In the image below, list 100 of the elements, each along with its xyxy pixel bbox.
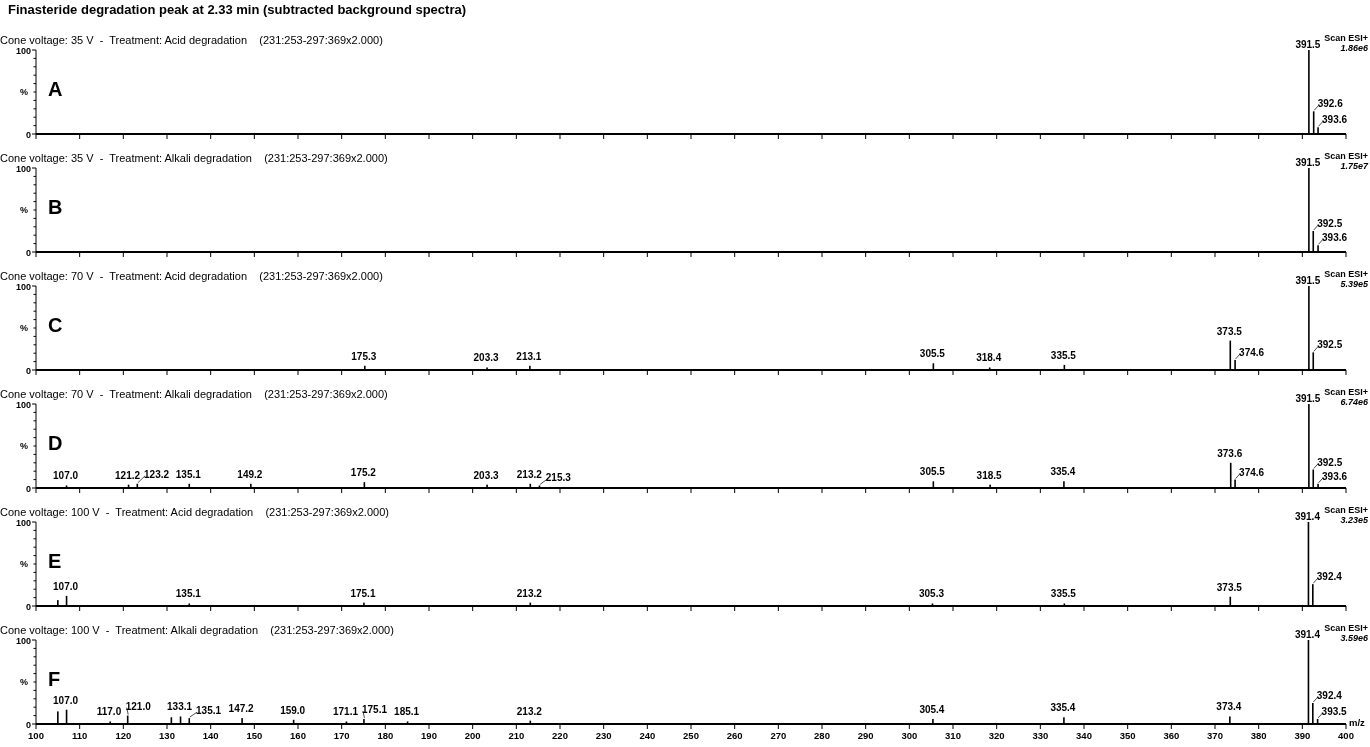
annotation: 318.4 — [976, 352, 1002, 364]
text: Scan ESI+ — [1324, 387, 1368, 397]
annotation: 305.5 — [919, 466, 946, 478]
annotation: 5.39e5 — [1340, 279, 1369, 289]
annotation: 373.5 — [1216, 581, 1243, 593]
annotation: 107.0 — [53, 694, 79, 706]
annotation: 374.6 — [1239, 466, 1265, 478]
y-tick-label: 0 — [25, 719, 31, 730]
x-tick-label: 120 — [115, 730, 132, 741]
annotation: 121.0 — [125, 700, 152, 712]
annotation: 335.5 — [1050, 588, 1077, 600]
annotation: 305.5 — [919, 348, 946, 360]
annotation: 3.23e5 — [1340, 515, 1369, 525]
annotation: 171.1 — [332, 706, 359, 718]
annotation: 392.4 — [1316, 571, 1343, 583]
annotation: 391.4 — [1294, 629, 1321, 640]
annotation: 213.2 — [516, 468, 543, 480]
x-tick-label: 200 — [464, 730, 481, 741]
x-tick-label: 170 — [333, 730, 350, 741]
annotation: 175.2 — [350, 467, 377, 479]
annotation: 392.5 — [1317, 339, 1343, 351]
annotation: 213.1 — [516, 350, 542, 362]
text: Scan ESI+ — [1324, 269, 1368, 279]
annotation: 392.5 — [1317, 456, 1343, 468]
annotation: 215.3 — [545, 472, 572, 484]
y-tick-label: 0 — [25, 601, 31, 612]
annotation: 391.5 — [1295, 157, 1321, 168]
annotation: 335.4 — [1050, 702, 1076, 714]
y-axis-title: % — [19, 677, 28, 687]
x-tick-label: 290 — [857, 730, 874, 741]
annotation: 392.6 — [1317, 98, 1344, 110]
annotation: 3.59e6 — [1340, 633, 1369, 643]
x-tick-label: 370 — [1207, 730, 1223, 741]
x-tick-label: 150 — [246, 730, 263, 741]
annotation: 121.2 — [115, 469, 141, 481]
y-tick-label: 100 — [15, 45, 31, 56]
annotation: 373.5 — [1216, 325, 1243, 337]
chart-subtitle: Cone voltage: 70 V - Treatment: Alkali degradation (231:253-297:369x2.000) — [0, 388, 388, 400]
annotation: B — [48, 196, 63, 219]
y-axis-title: % — [19, 205, 28, 215]
y-axis-title: % — [19, 559, 28, 569]
x-tick-label: 280 — [814, 730, 830, 741]
x-tick-label: 160 — [290, 730, 306, 741]
annotation: 147.2 — [228, 703, 255, 715]
annotation: 175.3 — [351, 350, 377, 362]
y-axis-title: % — [19, 441, 28, 451]
y-tick-label: 0 — [25, 247, 31, 258]
x-axis-title: m/z — [1349, 717, 1366, 728]
x-tick-label: 270 — [770, 730, 787, 741]
x-tick-label: 360 — [1163, 730, 1180, 741]
x-tick-label: 350 — [1119, 730, 1136, 741]
x-tick-label: 260 — [726, 730, 743, 741]
annotation: 1.75e7 — [1340, 161, 1369, 171]
annotation: 335.5 — [1050, 349, 1077, 361]
annotation: 392.4 — [1316, 690, 1343, 701]
annotation: 213.2 — [516, 587, 543, 599]
y-tick-label: 100 — [15, 399, 31, 410]
annotation: E — [48, 550, 62, 573]
annotation: 374.6 — [1239, 346, 1265, 358]
annotation: 392.5 — [1317, 218, 1343, 229]
x-tick-label: 340 — [1076, 730, 1092, 741]
text: Scan ESI+ — [1324, 623, 1368, 633]
annotation: 213.2 — [516, 705, 543, 717]
y-tick-label: 100 — [15, 635, 31, 646]
x-tick-label: 180 — [377, 730, 394, 741]
x-tick-label: 240 — [639, 730, 656, 741]
chart-title: Finasteride degradation peak at 2.33 min (subtracted background spectra) — [8, 2, 467, 17]
x-tick-label: 400 — [1338, 730, 1354, 741]
y-tick-label: 0 — [25, 365, 31, 376]
annotation: 133.1 — [167, 701, 193, 713]
y-tick-label: 100 — [15, 281, 31, 292]
x-tick-label: 250 — [683, 730, 699, 741]
x-tick-label: 130 — [159, 730, 175, 741]
text: Scan ESI+ — [1324, 151, 1368, 161]
annotation: 393.6 — [1322, 470, 1348, 482]
y-axis-title: % — [19, 323, 28, 333]
annotation: 107.0 — [53, 470, 79, 482]
chart-subtitle: Cone voltage: 35 V - Treatment: Alkali degradation (231:253-297:369x2.000) — [0, 152, 388, 164]
annotation: 335.4 — [1050, 466, 1076, 478]
x-tick-label: 390 — [1294, 730, 1311, 741]
x-tick-label: 210 — [508, 730, 525, 741]
annotation: 135.1 — [175, 468, 202, 480]
annotation: 391.5 — [1295, 393, 1321, 404]
annotation: 391.5 — [1295, 275, 1321, 286]
annotation: 318.5 — [976, 469, 1003, 481]
annotation: 373.6 — [1217, 447, 1243, 459]
x-tick-label: 110 — [72, 730, 88, 741]
annotation: 305.3 — [918, 588, 945, 600]
text: Scan ESI+ — [1324, 505, 1368, 515]
annotation: 393.5 — [1321, 705, 1348, 717]
y-axis-title: % — [19, 87, 28, 97]
x-tick-label: 330 — [1032, 730, 1049, 741]
x-tick-label: 320 — [988, 730, 1005, 741]
chart-subtitle: Cone voltage: 70 V - Treatment: Acid degradation (231:253-297:369x2.000) — [0, 270, 383, 282]
annotation: 117.0 — [96, 706, 122, 718]
annotation: 203.3 — [473, 352, 500, 364]
annotation: A — [48, 78, 63, 101]
x-tick-label: 230 — [595, 730, 612, 741]
y-tick-label: 100 — [15, 163, 31, 174]
annotation: 149.2 — [237, 468, 263, 480]
